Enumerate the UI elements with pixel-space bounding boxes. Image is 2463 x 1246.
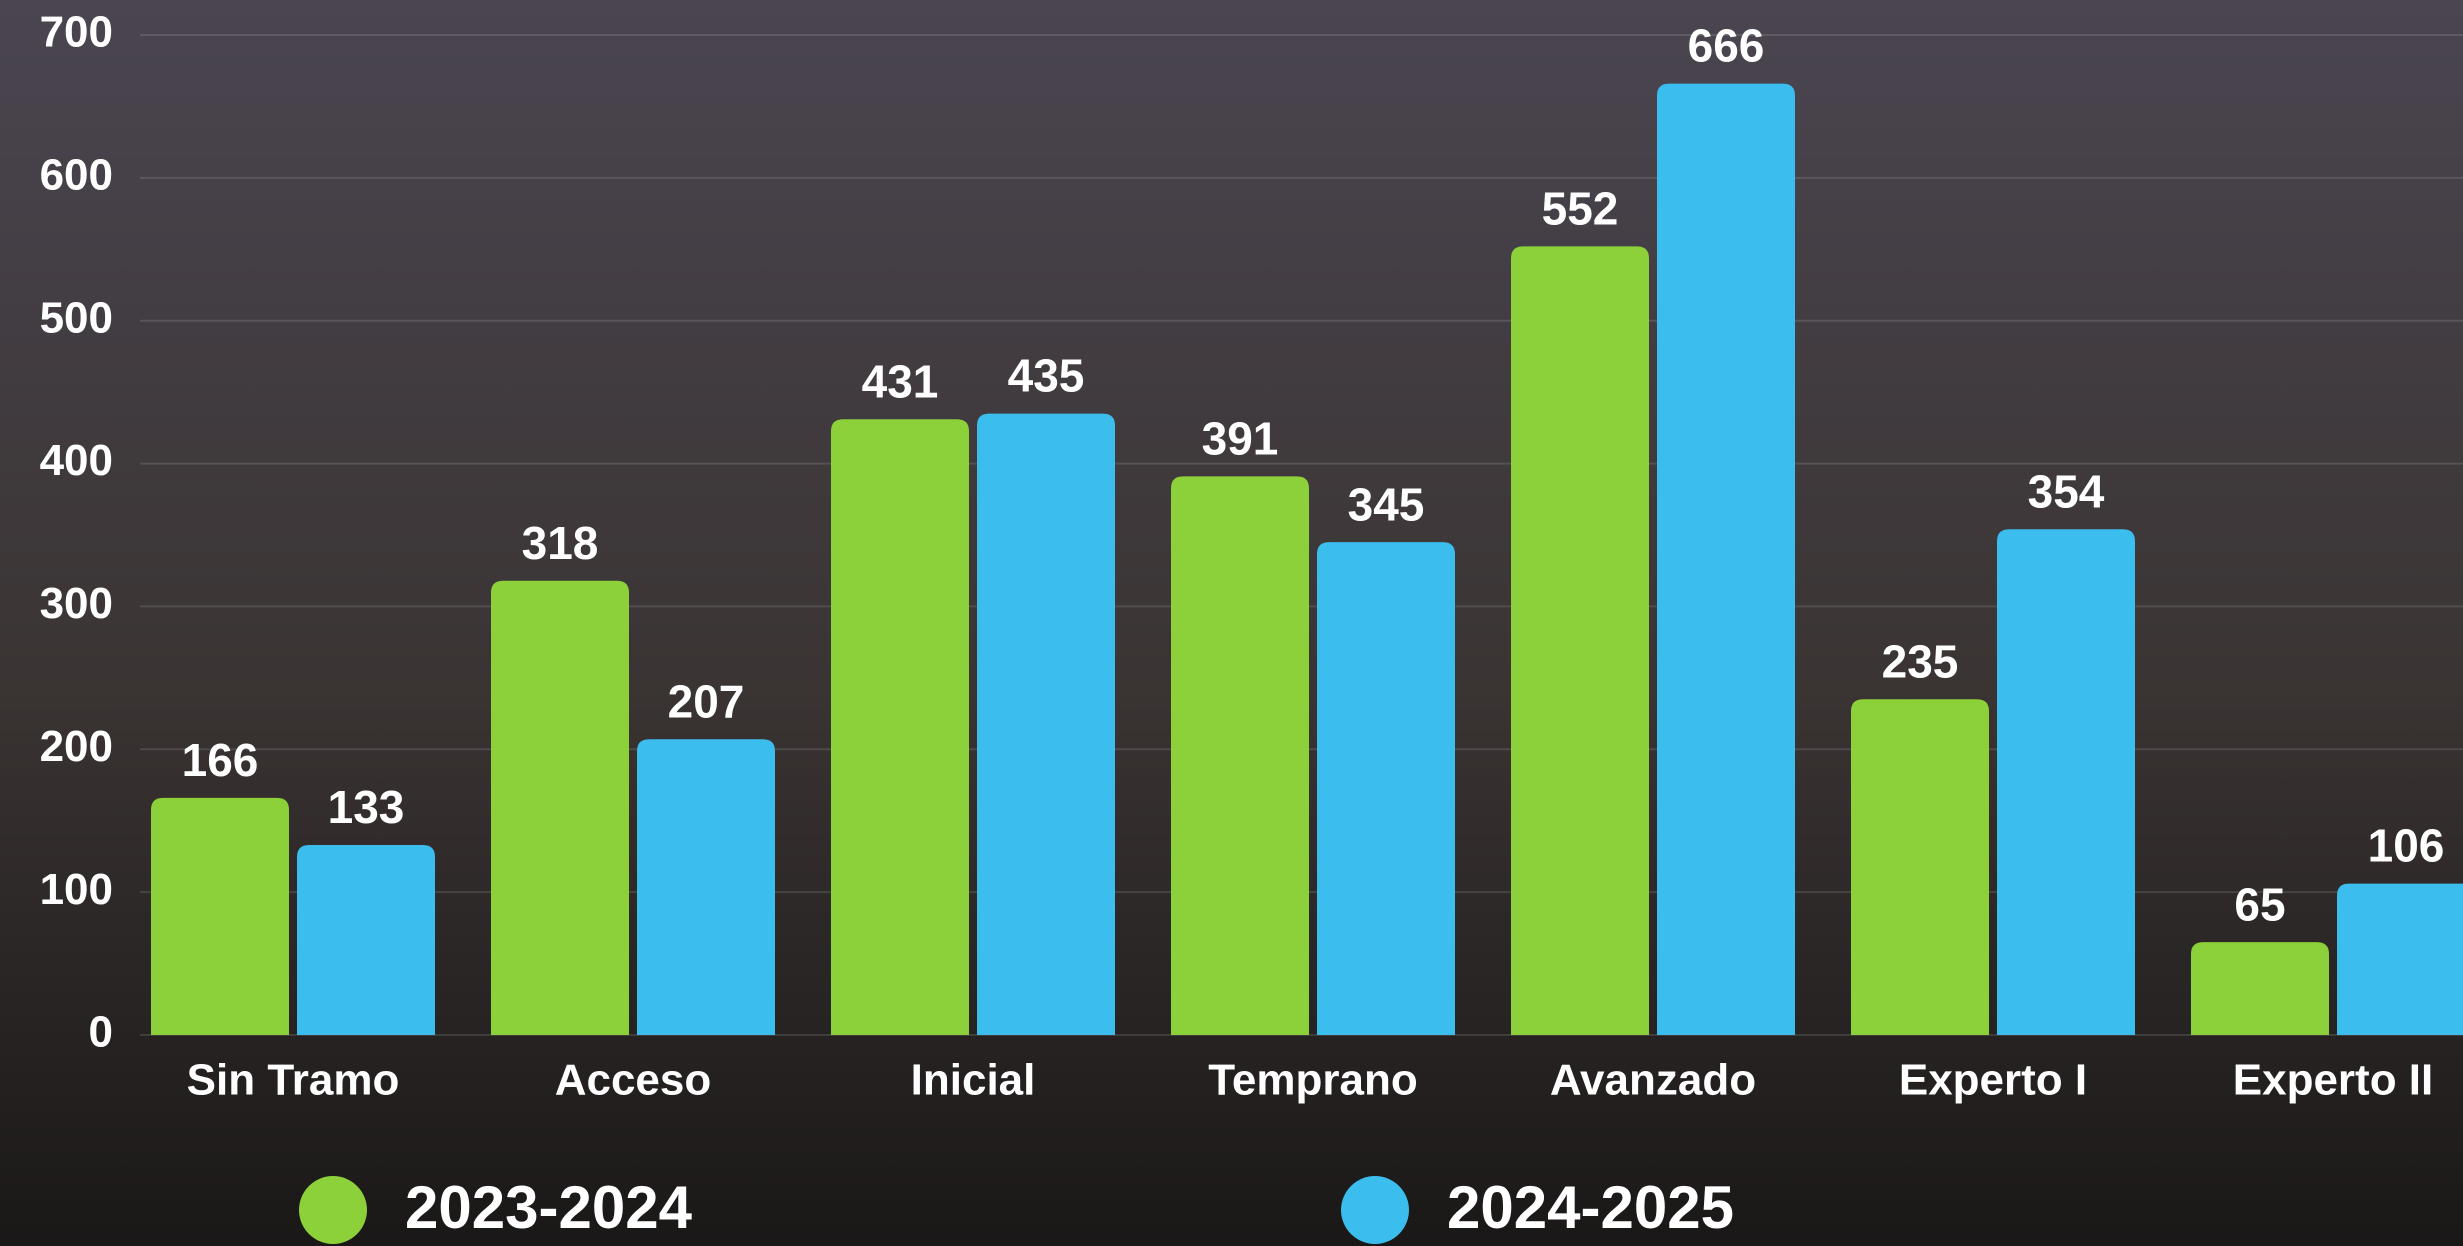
y-tick-label: 600 (40, 150, 113, 199)
data-label: 166 (182, 734, 259, 786)
legend-label: 2023-2024 (405, 1174, 693, 1241)
x-tick-label: Experto I (1899, 1056, 2087, 1105)
x-tick-label: Inicial (911, 1056, 1036, 1105)
x-tick-label: Temprano (1208, 1056, 1417, 1105)
bar (491, 581, 629, 1035)
y-tick-label: 0 (89, 1008, 113, 1057)
bar (1851, 699, 1989, 1035)
bar (1511, 246, 1649, 1035)
y-tick-label: 500 (40, 293, 113, 342)
page: 0 100 200 300 400 500 600 700 166 133 Sin Tramo 318… (0, 0, 2463, 1246)
x-tick-label: Sin Tramo (187, 1056, 400, 1105)
data-label: 318 (522, 517, 599, 569)
data-label: 435 (1008, 350, 1085, 402)
data-label: 354 (2028, 465, 2105, 517)
data-label: 207 (668, 675, 745, 727)
data-label: 235 (1882, 635, 1959, 687)
bar (151, 798, 289, 1035)
data-label: 666 (1688, 20, 1765, 72)
y-tick-label: 300 (40, 579, 113, 628)
data-label: 65 (2234, 878, 2285, 930)
legend-label: 2024-2025 (1447, 1174, 1734, 1241)
data-label: 552 (1542, 183, 1619, 235)
bar (2337, 884, 2463, 1035)
bar (637, 739, 775, 1035)
bar (1997, 529, 2135, 1035)
x-tick-label: Acceso (555, 1056, 712, 1105)
x-tick-label: Experto II (2233, 1056, 2434, 1105)
bar (2191, 942, 2329, 1035)
legend-marker (1341, 1176, 1409, 1244)
y-tick-label: 100 (40, 865, 113, 914)
bar (1171, 476, 1309, 1035)
bar (1657, 84, 1795, 1035)
bar (1317, 542, 1455, 1035)
bar (297, 845, 435, 1035)
data-label: 431 (862, 355, 939, 407)
y-tick-label: 200 (40, 722, 113, 771)
y-tick-label: 700 (40, 8, 113, 57)
x-tick-label: Avanzado (1550, 1056, 1756, 1105)
data-label: 345 (1348, 478, 1425, 530)
bar (977, 414, 1115, 1035)
data-label: 133 (328, 781, 405, 833)
data-label: 106 (2368, 820, 2445, 872)
data-label: 391 (1202, 413, 1279, 465)
chart: 0 100 200 300 400 500 600 700 166 133 Sin Tramo 318… (0, 0, 2463, 1246)
y-tick-label: 400 (40, 436, 113, 485)
legend-marker (299, 1176, 367, 1244)
bar (831, 419, 969, 1035)
